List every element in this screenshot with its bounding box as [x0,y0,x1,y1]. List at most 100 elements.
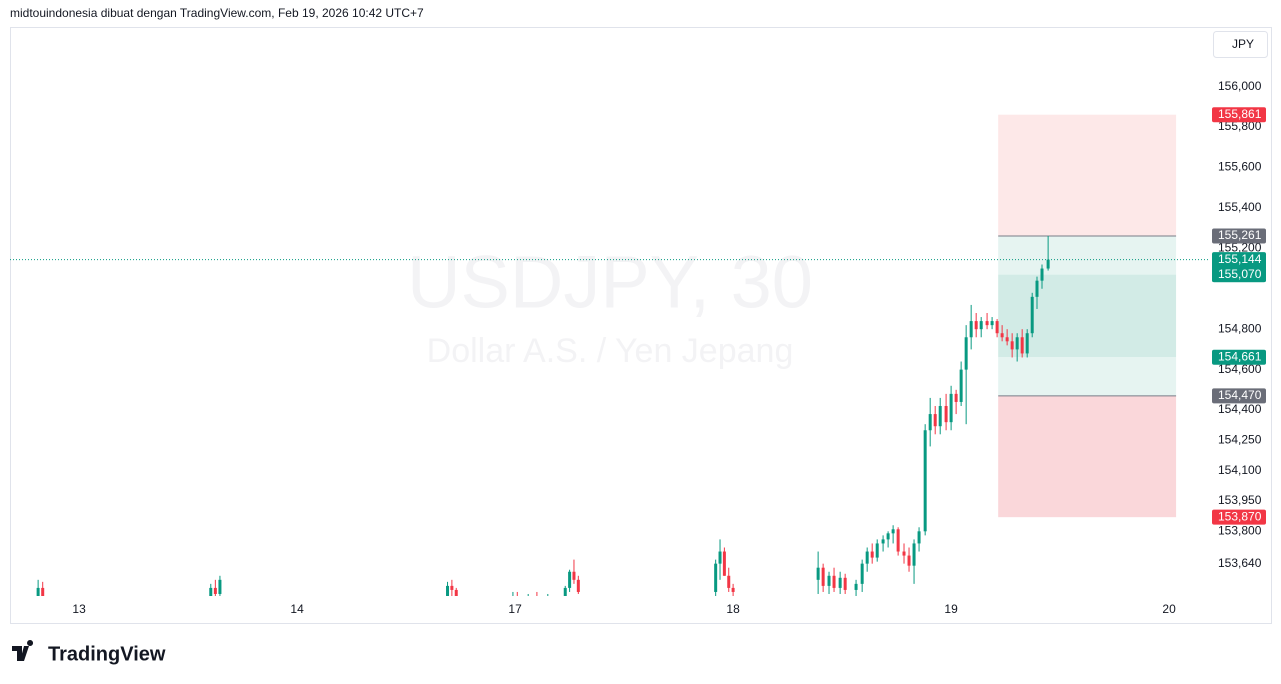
y-tick-label: 155,400 [1218,200,1262,214]
candle-body [1040,268,1044,281]
price-label-text: 155,861 [1218,107,1262,121]
y-tick-label: 154,400 [1218,402,1262,416]
price-label [1212,228,1266,244]
candle-body [535,596,538,598]
position-zone [998,235,1177,275]
header: midtouindonesia dibuat dengan TradingVie… [10,6,424,20]
y-tick-label: 154,250 [1218,433,1262,447]
candle-body [1005,337,1009,342]
candle-body [450,585,454,590]
candle-body [1015,337,1019,350]
y-tick-label: 154,800 [1218,321,1262,335]
candle-body [902,551,906,556]
candle-body [563,587,567,596]
candle-body [907,555,911,566]
candle-body [816,567,820,580]
candle-body [933,414,937,427]
candle-body [821,567,825,586]
position-zone [998,274,1177,358]
plot [10,114,1209,608]
price-label-text: 155,261 [1218,228,1262,242]
price-label [1212,349,1266,365]
candle-body [990,321,994,326]
candle-body [838,577,842,588]
x-tick-label: 17 [508,602,522,616]
candle-body [727,575,731,588]
price-label [1212,388,1266,404]
price-label-text: 153,870 [1218,509,1262,523]
watermark: USDJPY, 30 [407,241,813,324]
candle-body [870,551,874,558]
price-label-text: 155,070 [1218,267,1262,281]
candle-body [1035,280,1039,297]
candle-body [832,575,836,588]
candle-body [516,596,519,598]
candle-body [1030,296,1034,334]
candle-body [979,321,983,330]
candle-body [209,587,213,596]
candle-body [41,587,45,596]
candle-body [511,596,514,598]
y-tick-label: 153,950 [1218,493,1262,507]
candle-body [46,604,49,608]
position-zone [998,357,1177,396]
currency-button[interactable] [1213,31,1268,58]
candle-body [1000,333,1004,338]
x-tick-label: 19 [944,602,958,616]
logo: TradingView [12,640,166,665]
candle-body [896,529,900,552]
price-label [1212,107,1266,123]
candle-body [446,585,450,596]
currency[interactable]: JPY [1232,37,1254,51]
candle-body [722,551,726,576]
candle-body [860,563,864,584]
candle-body [964,337,968,370]
y-tick-label: 155,800 [1218,119,1262,133]
candle-body [985,321,989,326]
price-label [1212,509,1266,525]
candle-body [865,551,869,564]
y-tick-label: 155,600 [1218,160,1262,174]
candle-body [572,571,576,580]
candle-body [546,596,549,598]
y-tick-label: 154,100 [1218,463,1262,477]
candle-body [854,583,858,590]
logo-text: TradingView [48,643,166,665]
candle-body [891,529,895,534]
candle-body [714,563,718,592]
candle-body [969,321,973,338]
candle-body [881,539,885,544]
y-tick-label: 153,640 [1218,556,1262,570]
price-label-text: 154,470 [1218,388,1262,402]
candle-body [576,579,580,592]
candle-body [213,587,217,594]
x-tick-label: 18 [726,602,740,616]
y-tick-label: 153,800 [1218,523,1262,537]
candle-body [928,414,932,431]
candle-body [923,430,927,532]
candle-body [1046,259,1050,269]
candle-body [1025,333,1029,354]
x-tick-label: 20 [1162,602,1176,616]
candle-body [718,551,722,564]
price-label [1212,267,1266,283]
candle-body [843,577,847,590]
candle-body [568,571,572,588]
price-label-text: 154,661 [1218,349,1262,363]
candle-body [938,405,942,427]
candle-body [454,589,458,596]
candle-body [944,405,948,423]
candle-body [959,369,963,402]
watermark-subtitle: Dollar A.S. / Yen Jepang [427,332,794,370]
x-tick-label: 14 [290,602,304,616]
candle-body [218,579,222,594]
candle-body [917,531,921,544]
candle-body [886,533,890,540]
price-label-text: 155,144 [1218,252,1262,266]
frame [10,27,1272,624]
position-zone [998,395,1177,518]
candle-body [912,543,916,566]
x-tick-label: 13 [72,602,86,616]
candle-body [1010,341,1014,350]
